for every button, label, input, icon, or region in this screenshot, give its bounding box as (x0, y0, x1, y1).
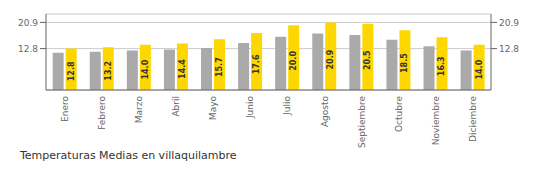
svg-text:16.3: 16.3 (438, 56, 447, 76)
svg-text:Octubre: Octubre (394, 96, 404, 132)
svg-text:Marzo: Marzo (134, 96, 144, 124)
svg-text:Diciembre: Diciembre (468, 96, 478, 142)
svg-text:13.2: 13.2 (104, 61, 113, 81)
svg-text:12.8: 12.8 (67, 61, 76, 81)
svg-text:Junio: Junio (245, 96, 255, 120)
svg-text:12.8: 12.8 (18, 44, 38, 54)
svg-text:14.0: 14.0 (141, 59, 150, 79)
html-text:Temperaturas Medias en villaqu: Temperaturas Medias en villaquilambre (20, 149, 237, 162)
svg-text:20.9: 20.9 (326, 49, 335, 69)
svg-text:Abril: Abril (171, 96, 181, 117)
svg-text:Julio: Julio (282, 96, 292, 116)
svg-text:Septiembre: Septiembre (357, 96, 367, 148)
svg-text:14.0: 14.0 (475, 59, 484, 79)
svg-text:Noviembre: Noviembre (431, 96, 441, 146)
svg-text:20.0: 20.0 (289, 51, 298, 71)
svg-text:14.4: 14.4 (178, 59, 187, 79)
svg-text:12.8: 12.8 (499, 44, 519, 54)
svg-text:15.7: 15.7 (215, 57, 224, 77)
svg-text:Febrero: Febrero (97, 96, 107, 130)
svg-text:20.5: 20.5 (363, 50, 372, 70)
svg-text:20.9: 20.9 (499, 18, 519, 28)
svg-text:Enero: Enero (60, 96, 70, 122)
svg-text:17.6: 17.6 (252, 54, 261, 74)
svg-text:Mayo: Mayo (208, 96, 218, 121)
svg-text:20.9: 20.9 (18, 18, 38, 28)
svg-text:Agosto: Agosto (320, 96, 330, 128)
svg-text:18.5: 18.5 (400, 53, 409, 73)
